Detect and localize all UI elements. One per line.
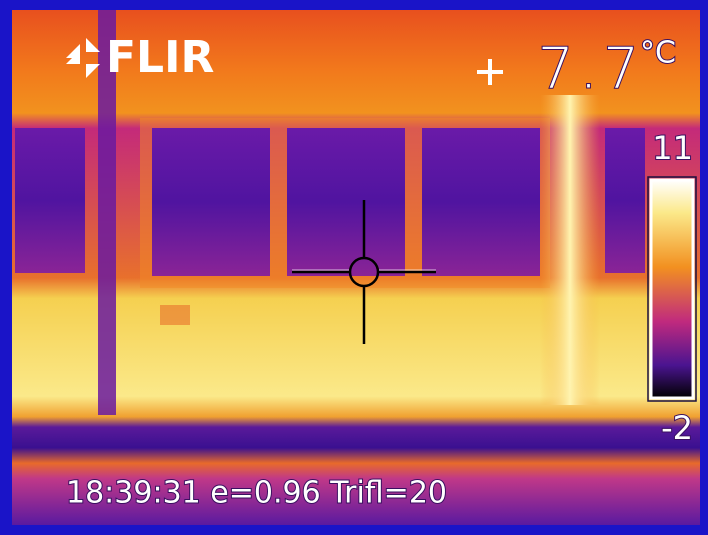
pole <box>98 10 116 415</box>
window <box>15 128 85 273</box>
status-line: 18:39:31 e=0.96 Trifl=20 <box>66 476 447 511</box>
scale-max: 11 <box>652 129 693 167</box>
spot-temperature: 7.7 <box>538 36 645 101</box>
window <box>605 128 645 273</box>
warm-spot <box>160 305 190 325</box>
warm-column <box>540 95 600 405</box>
temperature-unit: °C <box>640 36 676 71</box>
window <box>152 128 270 276</box>
crosshair <box>292 200 436 344</box>
color-scale-outline <box>647 176 697 402</box>
color-scale <box>649 178 695 400</box>
window <box>287 128 405 276</box>
window <box>422 128 540 276</box>
spot-plus-icon <box>477 59 503 85</box>
flir-logo: FLIR <box>66 32 214 83</box>
logo-icon <box>66 38 100 78</box>
logo-text: FLIR <box>106 32 214 83</box>
scale-min: -2 <box>661 409 693 447</box>
